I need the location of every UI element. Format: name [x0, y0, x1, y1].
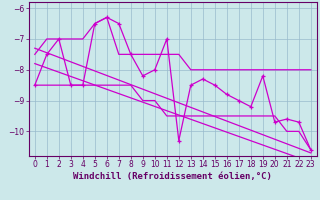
- X-axis label: Windchill (Refroidissement éolien,°C): Windchill (Refroidissement éolien,°C): [73, 172, 272, 181]
